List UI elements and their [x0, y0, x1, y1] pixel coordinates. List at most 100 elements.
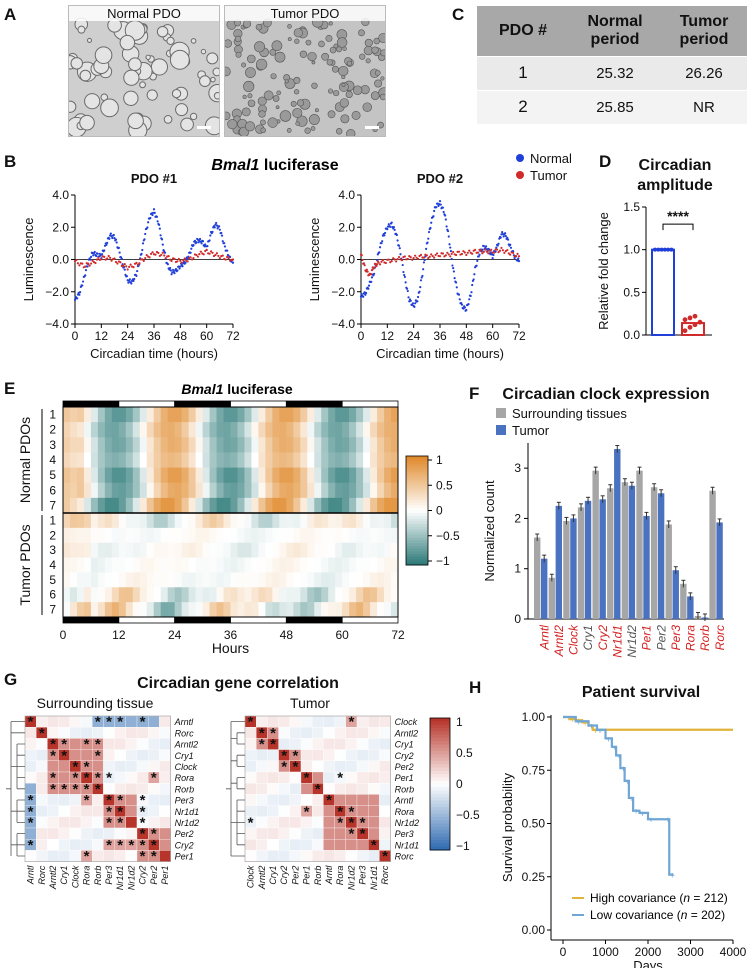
data-point-normal [220, 234, 224, 237]
data-point-normal [477, 255, 480, 258]
heatmap-cell [335, 602, 343, 618]
organoid [275, 105, 280, 109]
data-point-normal [201, 240, 205, 243]
matrix-cell [379, 749, 391, 761]
heatmap-cell [265, 422, 273, 438]
matrix-cell [256, 783, 268, 795]
data-point-normal [127, 281, 130, 284]
column-gene-label: Rorb [313, 866, 323, 886]
censor-mark: + [582, 718, 587, 728]
significance-star: * [337, 803, 343, 820]
heatmap-cell [349, 467, 357, 484]
legend-normal-marker [516, 154, 524, 162]
data-point-normal [653, 247, 657, 252]
heatmap-cell [272, 572, 280, 588]
colorbar-step [406, 526, 428, 531]
data-point-normal [387, 223, 390, 226]
data-point-normal [125, 275, 129, 278]
heatmap-cell [244, 527, 252, 544]
heatmap-cell [279, 422, 287, 438]
heatmap-cell [63, 572, 71, 588]
heatmap-cell [314, 557, 322, 573]
heatmap-cell [279, 542, 287, 558]
heatmap-cell [202, 587, 210, 603]
data-point-tumor [435, 252, 439, 255]
data-point-tumor [446, 251, 449, 254]
matrix-cell [148, 738, 160, 750]
heatmap-cell [370, 452, 378, 468]
matrix-cell [136, 760, 149, 773]
organoid [333, 89, 340, 97]
heatmap-cell [160, 572, 168, 588]
heatmap-cell [90, 572, 99, 588]
organoid [242, 94, 247, 99]
matrix-cell [36, 738, 48, 750]
subplot-title: PDO #2 [417, 171, 463, 186]
matrix-cell [125, 760, 138, 773]
heatmap-cell [314, 542, 322, 558]
colorbar-step [430, 767, 450, 772]
matrix-cell [159, 771, 171, 784]
colorbar-label: 1 [456, 715, 463, 729]
matrix-cell [356, 794, 369, 806]
data-point-tumor [157, 251, 160, 255]
data-point-normal [427, 237, 430, 240]
heatmap-cell [384, 542, 392, 558]
data-point-normal [512, 250, 515, 253]
matrix-cell [356, 727, 369, 739]
heatmap-cell [90, 407, 99, 423]
significance-star: * [151, 848, 157, 865]
heatmap-cell [90, 527, 99, 544]
heatmap-cell [160, 407, 168, 423]
light-dark-bar [62, 616, 120, 624]
data-point-tumor [125, 265, 128, 268]
organoid [245, 67, 256, 78]
data-point-normal [389, 225, 392, 228]
row-label: 1 [49, 513, 56, 527]
heatmap-cell [118, 527, 127, 544]
heatmap-cell [258, 452, 266, 468]
colorbar-label: 0 [436, 504, 443, 518]
heatmap-cell [293, 587, 301, 603]
organoid [241, 107, 251, 117]
heatmap-cell [146, 513, 155, 529]
heatmap-cell [111, 452, 120, 468]
heatmap-cell [139, 513, 148, 529]
row-gene-label: Rora [395, 807, 415, 817]
significance-star: * [382, 848, 388, 865]
significance-star: * [61, 781, 67, 798]
heatmap-cell [167, 527, 175, 544]
colorbar-step [430, 754, 450, 759]
matrix-cell [312, 738, 324, 750]
bar-surrounding [577, 507, 585, 619]
organoid [346, 128, 356, 136]
heatmap-cell [279, 407, 287, 423]
x-tick-label: 72 [391, 628, 405, 642]
heatmap-cell [209, 572, 217, 588]
heatmap-cell [181, 557, 189, 573]
tumor-pdo-micrograph: Tumor PDO [224, 5, 386, 137]
bar-surrounding [665, 524, 672, 619]
heatmap-cell [63, 602, 71, 618]
heatmap-cell [83, 587, 92, 603]
data-point-tumor [390, 260, 393, 263]
data-point-tumor [126, 268, 129, 271]
heatmap-cell [342, 407, 350, 423]
heatmap-cell [265, 572, 273, 588]
heatmap-cell [251, 572, 259, 588]
x-tick-label: 12 [112, 628, 126, 642]
heatmap-cell [286, 407, 294, 423]
data-point-tumor [170, 259, 173, 263]
data-point-tumor [76, 262, 80, 265]
data-point-tumor [406, 257, 409, 261]
data-point-tumor [387, 258, 390, 261]
matrix-cell [368, 738, 380, 750]
data-point-normal [398, 247, 401, 250]
matrix-cell [256, 794, 268, 806]
significance-star: * [259, 736, 265, 753]
colorbar-step [430, 817, 450, 821]
heatmap-cell [384, 407, 392, 423]
heatmap-cell [223, 467, 231, 484]
heatmap-cell [167, 513, 175, 529]
